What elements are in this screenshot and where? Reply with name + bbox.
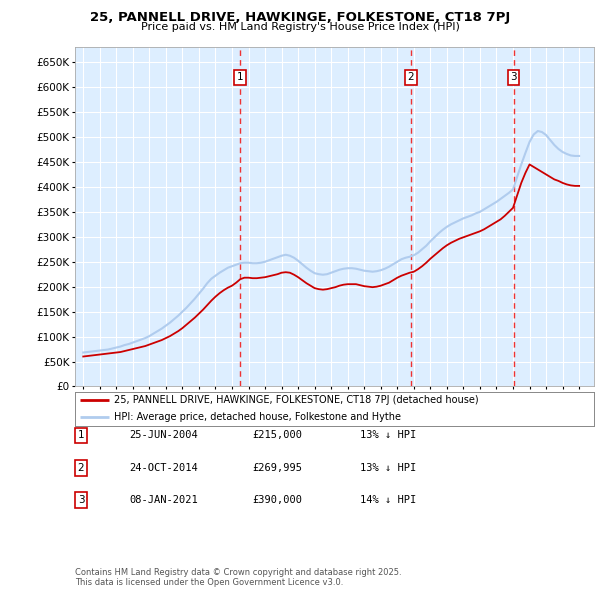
Text: £390,000: £390,000 [252, 496, 302, 505]
Text: 3: 3 [77, 496, 85, 505]
Text: 2: 2 [77, 463, 85, 473]
Text: 14% ↓ HPI: 14% ↓ HPI [360, 496, 416, 505]
Text: 24-OCT-2014: 24-OCT-2014 [129, 463, 198, 473]
Text: 1: 1 [77, 431, 85, 440]
Text: 2: 2 [407, 72, 414, 82]
Text: Contains HM Land Registry data © Crown copyright and database right 2025.
This d: Contains HM Land Registry data © Crown c… [75, 568, 401, 587]
Text: 13% ↓ HPI: 13% ↓ HPI [360, 463, 416, 473]
Text: Price paid vs. HM Land Registry's House Price Index (HPI): Price paid vs. HM Land Registry's House … [140, 22, 460, 32]
Text: 25, PANNELL DRIVE, HAWKINGE, FOLKESTONE, CT18 7PJ (detached house): 25, PANNELL DRIVE, HAWKINGE, FOLKESTONE,… [114, 395, 479, 405]
Text: £269,995: £269,995 [252, 463, 302, 473]
Text: 08-JAN-2021: 08-JAN-2021 [129, 496, 198, 505]
Text: 25, PANNELL DRIVE, HAWKINGE, FOLKESTONE, CT18 7PJ: 25, PANNELL DRIVE, HAWKINGE, FOLKESTONE,… [90, 11, 510, 24]
Text: 1: 1 [236, 72, 243, 82]
Text: HPI: Average price, detached house, Folkestone and Hythe: HPI: Average price, detached house, Folk… [114, 412, 401, 422]
Text: 25-JUN-2004: 25-JUN-2004 [129, 431, 198, 440]
Text: 13% ↓ HPI: 13% ↓ HPI [360, 431, 416, 440]
Text: 3: 3 [510, 72, 517, 82]
Text: £215,000: £215,000 [252, 431, 302, 440]
